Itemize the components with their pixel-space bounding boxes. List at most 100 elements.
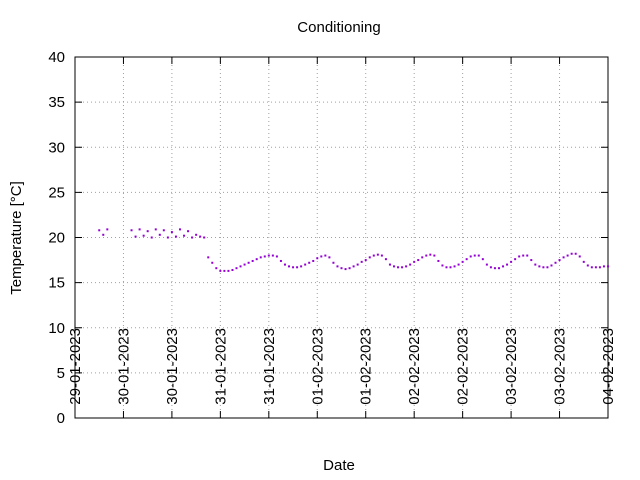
point [550,264,553,267]
point [324,254,327,257]
point [231,268,234,271]
point [481,258,484,261]
point [578,255,581,258]
point [348,267,351,270]
point [582,260,585,263]
point [142,234,145,237]
point [162,229,165,232]
point [469,255,472,258]
point [275,255,278,258]
point [489,266,492,269]
point [158,233,161,236]
point [461,260,464,263]
point [433,254,436,257]
point [518,255,521,258]
point [570,252,573,255]
point [538,265,541,268]
point [255,258,258,261]
point [312,259,315,262]
point [283,263,286,266]
point [384,258,387,261]
point [352,265,355,268]
point [271,254,274,257]
point [130,229,133,232]
point [219,269,222,272]
point [445,266,448,269]
point [392,265,395,268]
x-tick-label: 31-01-2023 [261,328,278,405]
point [336,265,339,268]
point [574,252,577,255]
point [211,261,214,264]
point [429,253,432,256]
point [170,231,173,234]
y-tick-label: 40 [48,49,65,66]
point [344,268,347,271]
point [239,265,242,268]
point [522,254,525,257]
point [497,267,500,270]
point [465,258,468,261]
point [546,266,549,269]
point [562,256,565,259]
point [340,267,343,270]
x-tick-label: 30-01-2023 [164,328,181,405]
plot-frame [74,56,609,419]
point [308,261,311,264]
point [166,236,169,239]
point [356,263,359,266]
point [437,259,440,262]
y-tick-label: 25 [48,184,65,201]
point [223,269,226,272]
point [372,254,375,257]
x-tick-label: 02-02-2023 [406,328,423,405]
point [360,260,363,263]
point [288,265,291,268]
x-tick-label: 03-02-2023 [552,328,569,405]
point [227,269,230,272]
point [514,258,517,261]
y-tick-label: 30 [48,139,65,156]
point [263,255,266,258]
point [215,267,218,270]
point [594,266,597,269]
point [530,259,533,262]
y-tick-label: 0 [57,410,65,427]
point [207,256,210,259]
point [235,267,238,270]
point [421,256,424,259]
point [526,254,529,257]
point [554,261,557,264]
point [409,263,412,266]
y-tick-label: 15 [48,275,65,292]
y-axis-label: Temperature [°C] [8,181,25,295]
point [259,256,262,259]
point [251,259,254,262]
point [558,259,561,262]
y-tick-label: 20 [48,230,65,247]
point [542,266,545,269]
point [401,266,404,269]
point [183,234,186,237]
point [138,228,141,231]
point [397,266,400,269]
point [388,263,391,266]
point [413,260,416,263]
point [607,265,609,268]
point [279,259,282,262]
point [174,235,177,238]
point [134,235,137,238]
point [191,236,194,239]
x-tick-label: 01-02-2023 [309,328,326,405]
point [106,228,109,231]
point [493,267,496,270]
point [534,263,537,266]
point [332,261,335,264]
point [449,266,452,269]
point [98,229,101,232]
y-tick-label: 10 [48,320,65,337]
point [267,254,270,257]
x-tick-label: 30-01-2023 [115,328,132,405]
point [199,235,202,238]
